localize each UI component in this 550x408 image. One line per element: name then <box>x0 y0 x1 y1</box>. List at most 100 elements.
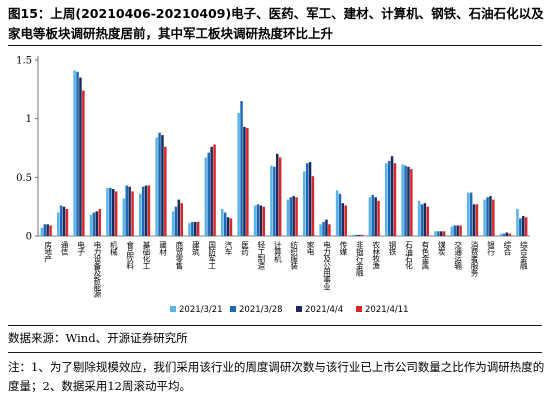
bar <box>223 212 227 236</box>
bar <box>434 231 437 236</box>
x-tick-label: 电子 <box>76 240 85 256</box>
x-tick-label: 消费者服务 <box>470 240 479 278</box>
bar <box>456 225 459 236</box>
bar <box>112 189 115 236</box>
bar <box>524 217 528 236</box>
bar <box>194 221 197 236</box>
bar <box>469 192 473 236</box>
bar <box>295 197 298 236</box>
bar <box>401 164 404 236</box>
y-tick-label: 0.5 <box>16 173 32 184</box>
x-tick-label: 电力设备及新能源 <box>93 240 102 299</box>
legend-swatch <box>296 306 302 312</box>
bar <box>311 176 315 236</box>
x-tick-label: 基础化工 <box>142 240 151 270</box>
x-tick-label: 农林牧渔 <box>372 240 381 270</box>
bar <box>423 203 427 236</box>
bar <box>393 163 397 236</box>
legend-swatch <box>356 306 362 312</box>
bar <box>453 225 456 236</box>
bar <box>467 192 470 236</box>
x-tick-label: 非银行金融 <box>355 240 364 278</box>
bar <box>390 156 394 236</box>
bar <box>303 171 306 236</box>
bar <box>191 221 194 236</box>
bar-chart: 0 0.5 1 1.5 房地产 通信 电子 电力设备及新能源 机械 食品饮料 基础化工 建材 商贸零售建… <box>16 56 530 315</box>
bar <box>472 204 476 236</box>
bar <box>92 212 96 236</box>
bar <box>338 193 342 236</box>
bar <box>106 187 109 236</box>
bar <box>131 191 134 236</box>
bar <box>98 209 101 236</box>
bar <box>505 232 509 236</box>
bar <box>246 128 249 236</box>
bar <box>237 112 240 236</box>
x-tick-label: 综合金融 <box>519 240 528 271</box>
x-tick-label: 轻工制造 <box>257 240 266 271</box>
bar <box>253 205 257 236</box>
plot-area: 0 0.5 1 1.5 房地产 通信 电子 电力设备及新能源 机械 食品饮料 基础化工 建材 商贸零售建… <box>16 56 530 315</box>
bar <box>516 209 519 236</box>
bar <box>344 205 347 236</box>
x-tick-label: 传媒 <box>339 240 348 257</box>
x-tick-label: 国防军工 <box>207 241 216 270</box>
bar <box>270 165 273 236</box>
bar <box>286 199 290 236</box>
x-tick-label: 商贸零售 <box>175 240 184 271</box>
bar <box>62 206 66 236</box>
bar <box>221 209 224 236</box>
bar <box>305 163 309 236</box>
bar <box>89 214 93 236</box>
bar <box>82 90 85 236</box>
bar <box>450 226 454 236</box>
bar <box>442 231 446 236</box>
bar <box>240 101 243 236</box>
legend-swatch <box>230 306 236 312</box>
bar <box>262 206 265 236</box>
bar <box>46 224 49 236</box>
bar <box>371 194 374 236</box>
bar <box>420 204 424 236</box>
y-tick-label: 1.5 <box>16 56 32 67</box>
x-tick-label: 交通运输 <box>454 240 463 271</box>
bar <box>459 225 462 236</box>
bar <box>196 221 200 236</box>
x-tick-label: 石油石化 <box>404 241 413 271</box>
bar <box>292 196 295 236</box>
y-tick-label: 1 <box>26 114 32 125</box>
x-tick-label: 钢铁 <box>388 240 397 257</box>
bar <box>358 234 361 236</box>
bar <box>128 186 131 236</box>
bar <box>259 205 263 236</box>
bar <box>355 234 358 236</box>
bar <box>322 221 325 236</box>
bar <box>155 137 158 236</box>
bar <box>508 233 511 236</box>
bar <box>114 191 118 236</box>
x-tick-label: 纺织服装 <box>290 240 299 271</box>
bar <box>325 219 328 236</box>
bar <box>377 200 380 236</box>
x-tick-label: 有色金属 <box>421 240 430 271</box>
y-tick-label: 0 <box>26 232 32 243</box>
bar <box>73 70 76 236</box>
x-tick-label: 通信 <box>60 240 69 257</box>
x-tick-label: 食品饮料 <box>125 240 134 271</box>
bar <box>475 204 479 236</box>
bar <box>207 152 210 236</box>
bar <box>57 212 60 236</box>
x-tick-label: 家电 <box>306 240 315 256</box>
chart-bottom-rule <box>8 325 542 326</box>
bar <box>95 211 99 236</box>
bar <box>141 186 145 236</box>
legend-label: 2021/3/21 <box>179 305 223 315</box>
x-tick-label: 电力及公用事业 <box>322 240 331 291</box>
bar <box>139 193 142 236</box>
bar <box>273 166 276 236</box>
bar <box>407 166 410 236</box>
bar <box>122 198 126 236</box>
bar <box>440 231 443 236</box>
bar <box>76 71 79 236</box>
bar <box>404 165 407 236</box>
